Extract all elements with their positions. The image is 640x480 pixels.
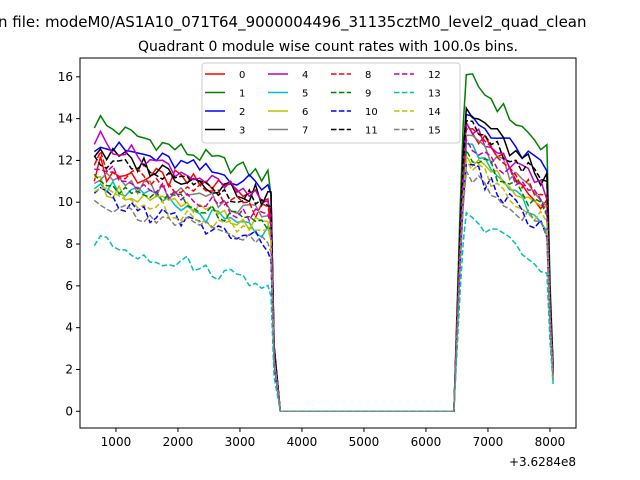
legend-frame — [201, 62, 461, 144]
x-tick-label: 8000 — [535, 435, 566, 449]
y-axis: 0 2 4 6 8 10 12 14 16 — [58, 70, 80, 418]
y-tick-label: 16 — [58, 70, 73, 84]
x-tick-label: 4000 — [287, 435, 318, 449]
x-tick-label: 1000 — [101, 435, 132, 449]
legend-label-11: 11 — [365, 126, 378, 137]
x-tick-label: 3000 — [225, 435, 256, 449]
y-tick-label: 0 — [65, 404, 73, 418]
legend-label-6: 6 — [302, 107, 308, 118]
y-tick-label: 4 — [65, 321, 73, 335]
x-axis: 1000 2000 3000 4000 5000 6000 7000 8000 — [101, 428, 566, 449]
legend-label-13: 13 — [428, 89, 441, 100]
legend-label-14: 14 — [428, 107, 441, 118]
legend-label-12: 12 — [428, 70, 441, 81]
legend-label-15: 15 — [428, 126, 441, 137]
x-tick-label: 7000 — [473, 435, 504, 449]
chart-title: Quadrant 0 module wise count rates with … — [138, 39, 518, 55]
y-tick-label: 14 — [58, 112, 73, 126]
x-tick-label: 2000 — [163, 435, 194, 449]
figure-suptitle: n file: modeM0/AS1A10_071T64_9000004496_… — [0, 13, 587, 32]
legend-label-9: 9 — [365, 89, 371, 100]
legend-label-7: 7 — [302, 126, 308, 137]
legend-label-8: 8 — [365, 70, 371, 81]
series-line-12 — [94, 136, 554, 413]
y-tick-label: 2 — [65, 362, 73, 376]
legend-label-1: 1 — [239, 89, 245, 100]
series-layer — [93, 73, 554, 413]
legend-label-3: 3 — [239, 126, 245, 137]
y-tick-label: 8 — [65, 237, 73, 251]
legend-label-4: 4 — [302, 70, 308, 81]
plot-frame — [79, 57, 577, 429]
x-offset-label: +3.6284e8 — [509, 455, 576, 469]
legend-label-0: 0 — [239, 70, 245, 81]
legend-label-10: 10 — [365, 107, 378, 118]
legend-label-2: 2 — [239, 107, 245, 118]
x-tick-label: 5000 — [349, 435, 380, 449]
y-tick-label: 10 — [58, 195, 73, 209]
legend-label-5: 5 — [302, 89, 308, 100]
y-tick-label: 12 — [58, 153, 73, 167]
series-line-15 — [93, 168, 554, 413]
x-tick-label: 6000 — [411, 435, 442, 449]
y-tick-label: 6 — [65, 279, 73, 293]
